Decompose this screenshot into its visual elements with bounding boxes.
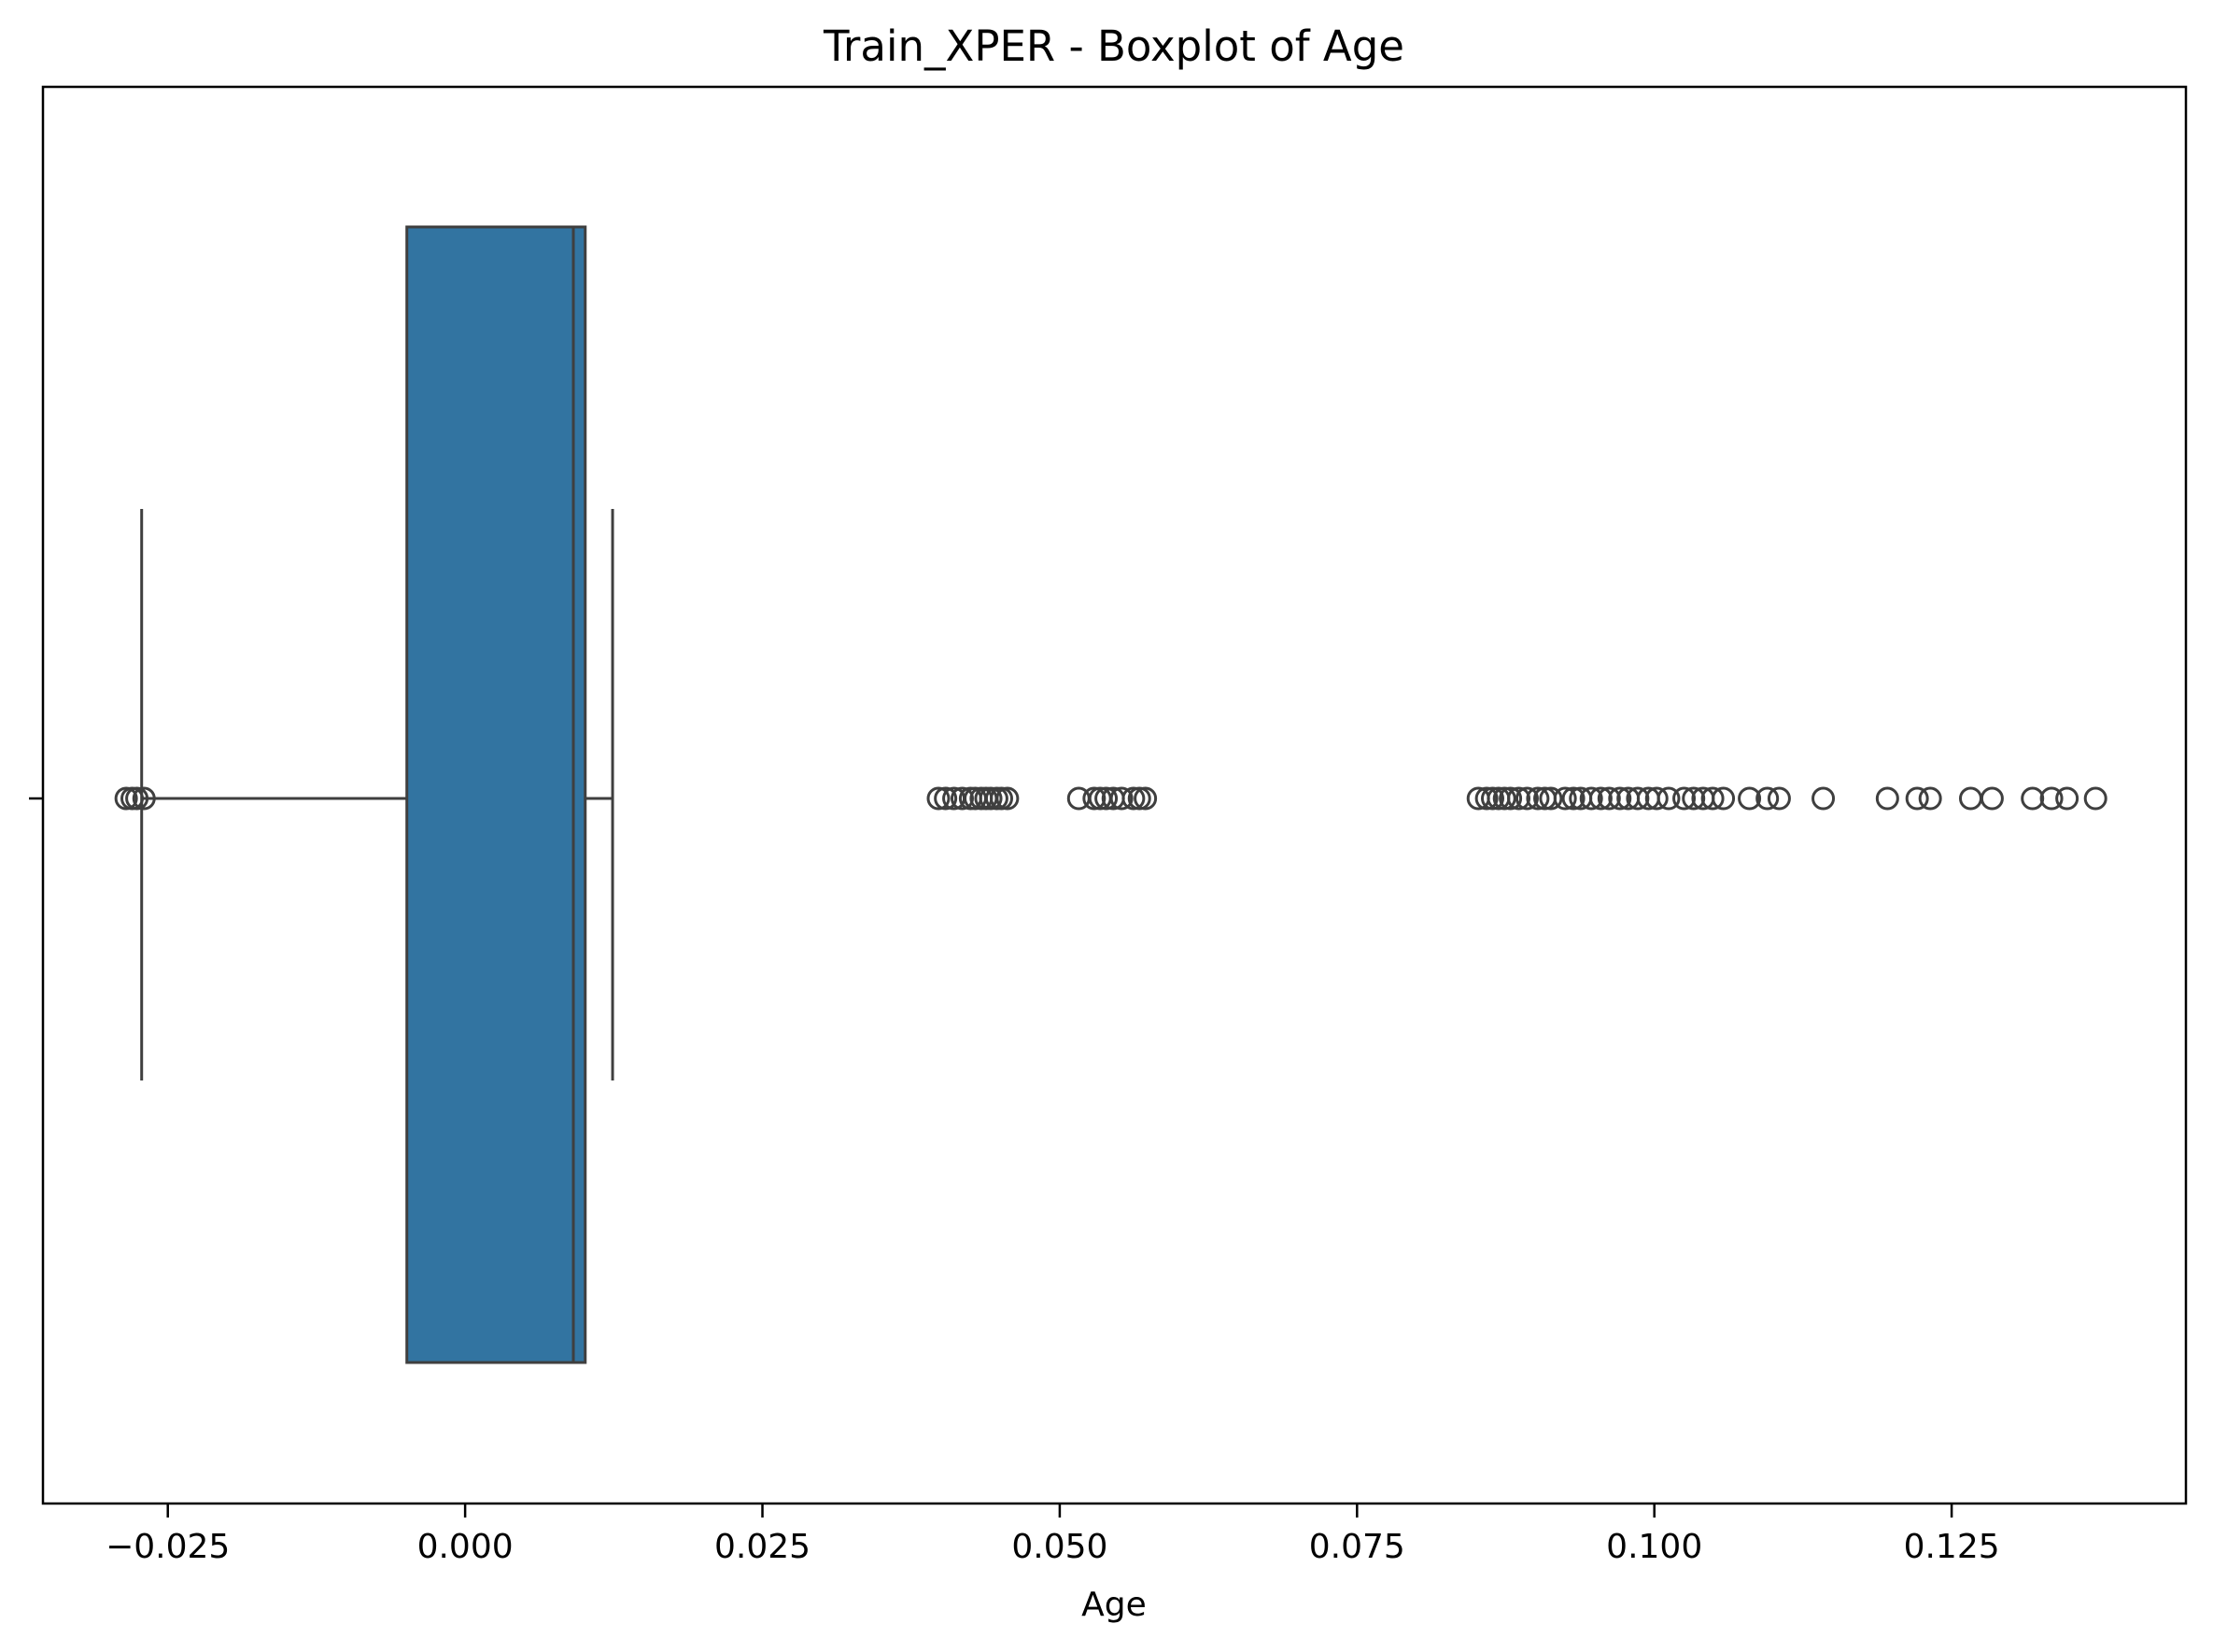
outlier-point-19 xyxy=(1094,786,1119,811)
outlier-point-7 xyxy=(950,786,974,811)
x-tick-label-3: 0.050 xyxy=(1011,1528,1107,1566)
outlier-point-61 xyxy=(1980,786,2004,811)
x-tick-label-6: 0.125 xyxy=(1904,1528,2000,1566)
outlier-point-0 xyxy=(114,786,138,811)
x-tick-label-2: 0.025 xyxy=(714,1528,810,1566)
outlier-group xyxy=(114,786,2107,811)
outlier-point-3 xyxy=(132,786,156,811)
outlier-point-56 xyxy=(1811,786,1836,811)
x-tick-label-0: −0.025 xyxy=(106,1528,230,1566)
outlier-point-64 xyxy=(2055,786,2079,811)
outlier-point-49 xyxy=(1682,786,1706,811)
outlier-point-42 xyxy=(1608,786,1632,811)
outlier-point-2 xyxy=(125,786,149,811)
x-tick-label-5: 0.100 xyxy=(1606,1528,1702,1566)
outlier-point-63 xyxy=(2039,786,2064,811)
outlier-point-51 xyxy=(1700,786,1725,811)
outlier-point-30 xyxy=(1499,786,1523,811)
outlier-point-55 xyxy=(1767,786,1791,811)
outlier-point-33 xyxy=(1526,786,1550,811)
outlier-point-23 xyxy=(1127,786,1151,811)
outlier-point-41 xyxy=(1597,786,1621,811)
outlier-point-65 xyxy=(2083,786,2107,811)
outlier-point-59 xyxy=(1918,786,1942,811)
outlier-point-62 xyxy=(2021,786,2045,811)
outlier-point-24 xyxy=(1134,786,1158,811)
outlier-point-37 xyxy=(1561,786,1586,811)
outlier-point-39 xyxy=(1579,786,1603,811)
outlier-point-15 xyxy=(995,786,1020,811)
outlier-point-21 xyxy=(1109,786,1134,811)
axes-frame xyxy=(41,85,2188,1505)
iqr-box xyxy=(405,225,587,1364)
outlier-point-44 xyxy=(1626,786,1650,811)
outlier-point-54 xyxy=(1755,786,1780,811)
outlier-point-40 xyxy=(1588,786,1613,811)
outlier-point-31 xyxy=(1507,786,1531,811)
outlier-point-36 xyxy=(1553,786,1577,811)
outlier-point-5 xyxy=(934,786,958,811)
outlier-point-22 xyxy=(1121,786,1146,811)
outlier-point-29 xyxy=(1492,786,1516,811)
outlier-point-58 xyxy=(1905,786,1929,811)
outlier-point-32 xyxy=(1515,786,1539,811)
x-tick-label-1: 0.000 xyxy=(417,1528,514,1566)
outlier-point-27 xyxy=(1481,786,1504,811)
outlier-point-35 xyxy=(1539,786,1563,811)
x-tick-label-4: 0.075 xyxy=(1309,1528,1405,1566)
outlier-point-26 xyxy=(1474,786,1499,811)
outlier-point-57 xyxy=(1875,786,1899,811)
outlier-point-52 xyxy=(1712,786,1736,811)
chart-title: Train_XPER - Boxplot of Age xyxy=(823,21,1404,71)
outlier-point-4 xyxy=(926,786,951,811)
outlier-point-46 xyxy=(1644,786,1669,811)
plot-area xyxy=(140,225,614,1364)
x-axis: −0.025 0.000 0.025 0.050 0.075 0.100 0.125 xyxy=(29,797,2000,1566)
x-axis-label: Age xyxy=(1081,1586,1147,1624)
outlier-point-48 xyxy=(1672,786,1697,811)
outlier-point-17 xyxy=(1082,786,1106,811)
outlier-point-14 xyxy=(990,786,1014,811)
outlier-point-12 xyxy=(979,786,1003,811)
outlier-point-47 xyxy=(1656,786,1681,811)
outlier-point-53 xyxy=(1738,786,1762,811)
